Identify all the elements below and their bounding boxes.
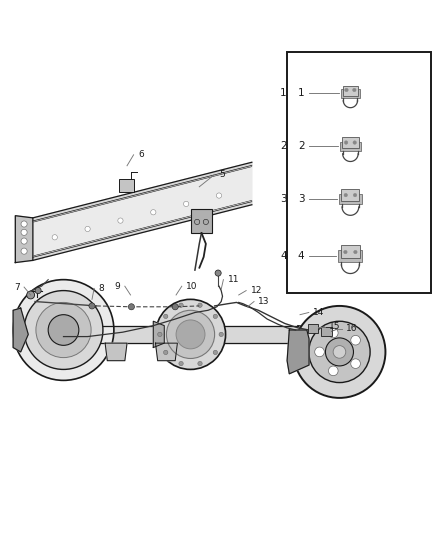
Text: 1: 1: [280, 88, 287, 99]
Circle shape: [328, 328, 338, 338]
Circle shape: [351, 335, 360, 345]
Circle shape: [24, 290, 103, 369]
Bar: [341, 90, 360, 99]
Text: 2: 2: [280, 141, 287, 151]
Circle shape: [184, 201, 189, 207]
Circle shape: [36, 302, 91, 358]
Bar: [341, 245, 360, 258]
Circle shape: [325, 338, 353, 366]
Text: 10: 10: [186, 282, 198, 290]
Text: 12: 12: [251, 286, 262, 295]
Circle shape: [314, 347, 324, 357]
Circle shape: [35, 287, 41, 294]
Circle shape: [85, 227, 90, 231]
Bar: [287, 52, 431, 293]
Bar: [321, 327, 332, 336]
Circle shape: [163, 314, 168, 319]
Text: 16: 16: [346, 324, 357, 333]
Polygon shape: [298, 326, 324, 339]
Polygon shape: [105, 343, 127, 361]
Bar: [339, 193, 361, 205]
Circle shape: [163, 350, 168, 354]
Polygon shape: [33, 167, 252, 256]
Circle shape: [213, 314, 218, 319]
Circle shape: [48, 314, 79, 345]
Circle shape: [309, 321, 370, 383]
Text: 3: 3: [298, 193, 304, 204]
Text: 8: 8: [99, 284, 104, 293]
Circle shape: [118, 218, 123, 223]
Circle shape: [176, 320, 205, 349]
Polygon shape: [64, 326, 298, 343]
Circle shape: [353, 88, 356, 92]
Text: 15: 15: [329, 322, 341, 331]
Text: 1: 1: [298, 88, 304, 99]
Circle shape: [155, 300, 226, 369]
Circle shape: [345, 88, 348, 92]
Circle shape: [216, 193, 222, 198]
Circle shape: [215, 270, 221, 276]
Polygon shape: [298, 330, 324, 359]
Circle shape: [328, 366, 338, 376]
Circle shape: [203, 219, 208, 224]
Circle shape: [219, 332, 223, 336]
Circle shape: [353, 141, 357, 144]
Circle shape: [158, 332, 162, 336]
Bar: [191, 209, 212, 233]
Circle shape: [179, 303, 183, 308]
Polygon shape: [153, 321, 164, 348]
Text: 4: 4: [280, 251, 287, 261]
Text: 7: 7: [14, 282, 20, 292]
Text: 6: 6: [138, 150, 144, 159]
Circle shape: [353, 193, 357, 197]
Circle shape: [333, 345, 346, 358]
Circle shape: [151, 209, 156, 215]
Circle shape: [21, 238, 27, 244]
Bar: [308, 324, 318, 333]
Circle shape: [166, 310, 215, 359]
Circle shape: [21, 248, 27, 254]
Circle shape: [293, 306, 385, 398]
Circle shape: [27, 291, 35, 299]
Circle shape: [52, 235, 57, 240]
Bar: [119, 179, 134, 192]
Circle shape: [344, 141, 348, 144]
Text: 3: 3: [280, 193, 287, 204]
Circle shape: [353, 251, 357, 254]
Circle shape: [13, 280, 114, 381]
Circle shape: [172, 304, 178, 310]
Circle shape: [344, 251, 347, 254]
Circle shape: [344, 193, 347, 197]
Circle shape: [128, 304, 134, 310]
Bar: [340, 142, 361, 151]
Circle shape: [179, 361, 183, 366]
Polygon shape: [155, 343, 177, 361]
Polygon shape: [33, 201, 252, 260]
Polygon shape: [13, 308, 28, 352]
Circle shape: [89, 303, 95, 309]
Circle shape: [194, 219, 200, 224]
Text: 13: 13: [258, 297, 270, 306]
Circle shape: [351, 359, 360, 368]
Bar: [339, 251, 362, 262]
Circle shape: [198, 303, 202, 308]
Text: 5: 5: [219, 170, 225, 179]
Bar: [343, 86, 358, 96]
Bar: [342, 189, 359, 201]
Text: 11: 11: [228, 275, 239, 284]
Circle shape: [198, 361, 202, 366]
Text: 2: 2: [298, 141, 304, 151]
Text: 14: 14: [313, 308, 325, 317]
Polygon shape: [287, 330, 309, 374]
Polygon shape: [15, 216, 33, 263]
Circle shape: [21, 229, 27, 236]
Text: 4: 4: [298, 251, 304, 261]
Circle shape: [21, 221, 27, 227]
Bar: [342, 138, 359, 148]
Polygon shape: [33, 162, 252, 221]
Text: 9: 9: [115, 282, 120, 290]
Circle shape: [213, 350, 218, 354]
